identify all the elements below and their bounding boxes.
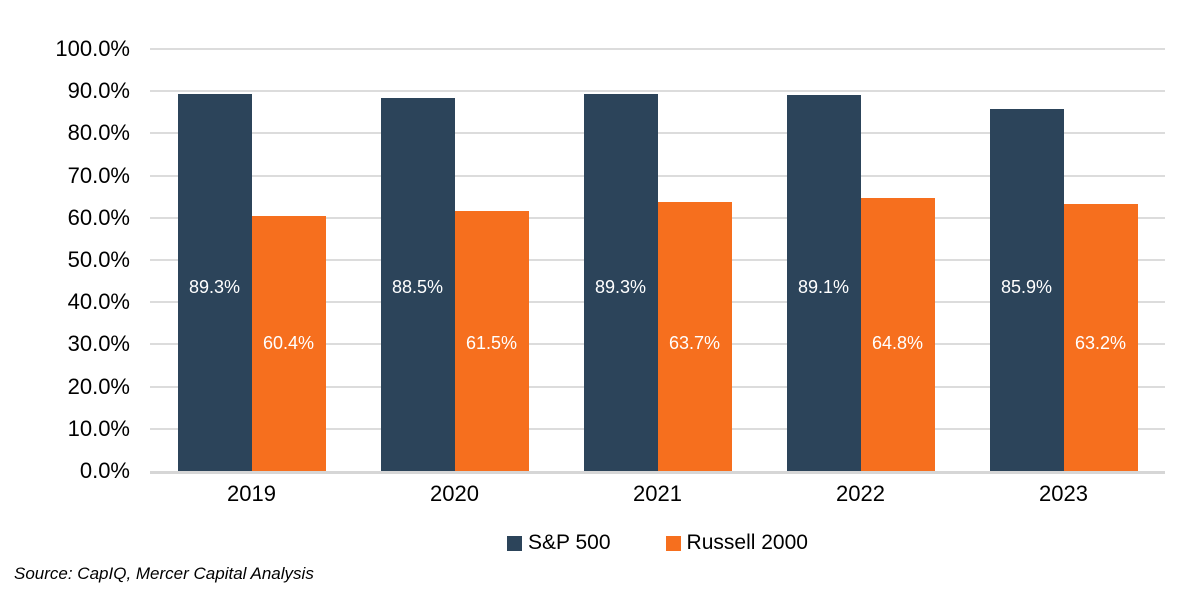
bar-s-p-500-2021	[583, 94, 658, 471]
gridline-100	[150, 48, 1165, 50]
bar-value-label-russell-2000-2020: 61.5%	[465, 333, 518, 353]
x-tick-label-2022: 2022	[836, 481, 885, 506]
bar-value-label-s-p-500-2021: 89.3%	[594, 277, 647, 297]
gridline-70	[150, 174, 1165, 177]
plot-area: 89.3% 60.4% 88.5% 61.5% 89.3% 63.7% 89.1% 64.8%…	[150, 48, 1165, 474]
legend: S&P 500 Russell 2000	[150, 531, 1165, 555]
legend-label-s-p-500: S&P 500	[528, 531, 611, 554]
y-tick-label-80: 80.0%	[67, 120, 130, 146]
gridline-80	[150, 132, 1165, 135]
y-tick-label-50: 50.0%	[67, 247, 130, 272]
y-tick-label-40: 40.0%	[67, 289, 130, 315]
bar-value-label-s-p-500-2023: 85.9%	[1000, 277, 1053, 297]
legend-item-s-p-500: S&P 500	[507, 531, 611, 555]
y-tick-label-0: 0.0%	[79, 458, 130, 483]
bar-s-p-500-2020	[380, 97, 455, 471]
bar-value-label-russell-2000-2023: 63.2%	[1074, 333, 1127, 353]
bar-russell-2000-2021	[657, 202, 732, 471]
y-tick-label-90: 90.0%	[67, 78, 130, 104]
bar-s-p-500-2023	[989, 108, 1064, 471]
bar-s-p-500-2022	[786, 95, 861, 471]
bar-russell-2000-2023	[1063, 204, 1138, 471]
legend-swatch-icon-s-p-500	[507, 535, 523, 551]
y-axis: 0.0% 10.0% 20.0% 30.0% 40.0% 50.0% 60.0% 70.0% 8…	[0, 0, 130, 614]
gridline-90	[150, 90, 1165, 93]
legend-label-russell-2000: Russell 2000	[686, 531, 808, 554]
bar-s-p-500-2019	[177, 94, 252, 471]
y-tick-label-20: 20.0%	[67, 373, 130, 399]
bar-value-label-s-p-500-2020: 88.5%	[391, 277, 444, 297]
bar-value-label-s-p-500-2022: 89.1%	[797, 277, 850, 297]
bar-value-label-russell-2000-2021: 63.7%	[668, 333, 721, 353]
x-tick-label-2020: 2020	[430, 481, 479, 506]
legend-item-russell-2000: Russell 2000	[665, 531, 808, 555]
y-tick-label-60: 60.0%	[67, 204, 130, 230]
bar-value-label-russell-2000-2019: 60.4%	[262, 333, 315, 353]
source-note: Source: CapIQ, Mercer Capital Analysis	[14, 564, 314, 583]
x-tick-label-2021: 2021	[633, 481, 682, 506]
x-tick-label-2019: 2019	[227, 481, 276, 506]
legend-swatch-icon-russell-2000	[665, 535, 681, 551]
y-tick-label-70: 70.0%	[67, 162, 130, 188]
y-tick-label-10: 10.0%	[67, 415, 130, 441]
y-tick-label-100: 100.0%	[55, 36, 130, 61]
bar-russell-2000-2022	[860, 197, 935, 471]
bar-russell-2000-2019	[251, 216, 326, 471]
x-tick-label-2023: 2023	[1039, 481, 1088, 506]
bar-value-label-s-p-500-2019: 89.3%	[188, 277, 241, 297]
bar-value-label-russell-2000-2022: 64.8%	[871, 333, 924, 353]
bar-russell-2000-2020	[454, 211, 529, 471]
y-tick-label-30: 30.0%	[67, 331, 130, 357]
